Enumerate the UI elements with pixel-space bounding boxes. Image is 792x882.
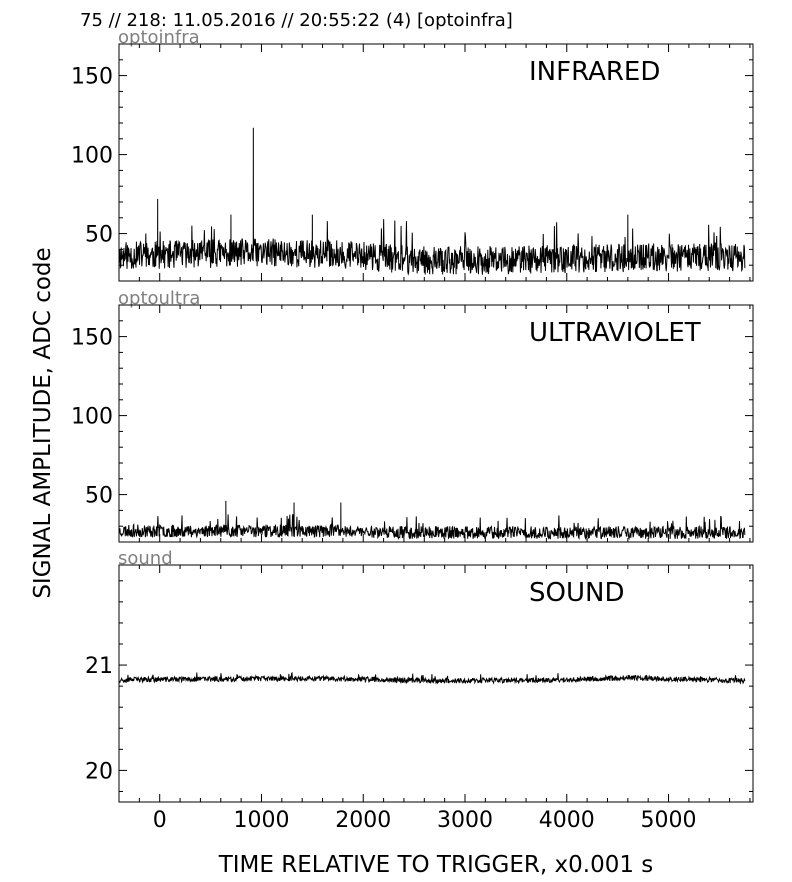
y-tick-label: 20 — [85, 759, 113, 784]
trace-optoultra — [119, 500, 746, 541]
x-tick-label: 3000 — [437, 808, 493, 833]
figure-header: 75 // 218: 11.05.2016 // 20:55:22 (4) [o… — [80, 10, 513, 31]
y-tick-label: 150 — [71, 65, 113, 90]
x-tick-label: 1000 — [233, 808, 289, 833]
y-tick-label: 50 — [85, 223, 113, 248]
trace-sound — [119, 671, 746, 685]
y-tick-label: 100 — [71, 405, 113, 430]
y-tick-label: 150 — [71, 326, 113, 351]
trace-optoinfra — [119, 127, 746, 276]
x-axis-label: TIME RELATIVE TO TRIGGER, x0.001 s — [218, 852, 654, 878]
y-tick-label: 50 — [85, 484, 113, 509]
panel-optoinfra: optoinfra 50 100 150 INFRARED — [71, 27, 754, 282]
x-tick-label: 5000 — [641, 808, 697, 833]
y-tick-label: 21 — [85, 654, 113, 679]
panel-title-sound: SOUND — [529, 578, 624, 608]
y-axis-label: SIGNAL AMPLITUDE, ADC code — [30, 247, 56, 598]
channel-label-optoultra: optoultra — [118, 288, 200, 309]
axes-frame-sound — [118, 564, 754, 803]
panel-sound: sound 0 1000 2000 3000 4000 5000 20 21 SOUND — [85, 548, 754, 833]
axes-frame-optoinfra — [118, 43, 754, 282]
x-tick-label: 2000 — [335, 808, 391, 833]
panel-optoultra: optoultra 50 100 150 ULTRAVIOLET — [71, 288, 754, 543]
channel-label-sound: sound — [118, 548, 173, 569]
y-tick-label: 100 — [71, 144, 113, 169]
channel-label-optoinfra: optoinfra — [118, 27, 200, 48]
panel-title-optoinfra: INFRARED — [529, 57, 660, 87]
panels: optoinfra 50 100 150 INFRARED optoultra 50 100 1… — [71, 27, 754, 833]
axes-frame-optoultra — [118, 304, 754, 543]
x-tick-label: 0 — [153, 808, 167, 833]
x-tick-label: 4000 — [539, 808, 595, 833]
panel-title-optoultra: ULTRAVIOLET — [529, 318, 701, 348]
